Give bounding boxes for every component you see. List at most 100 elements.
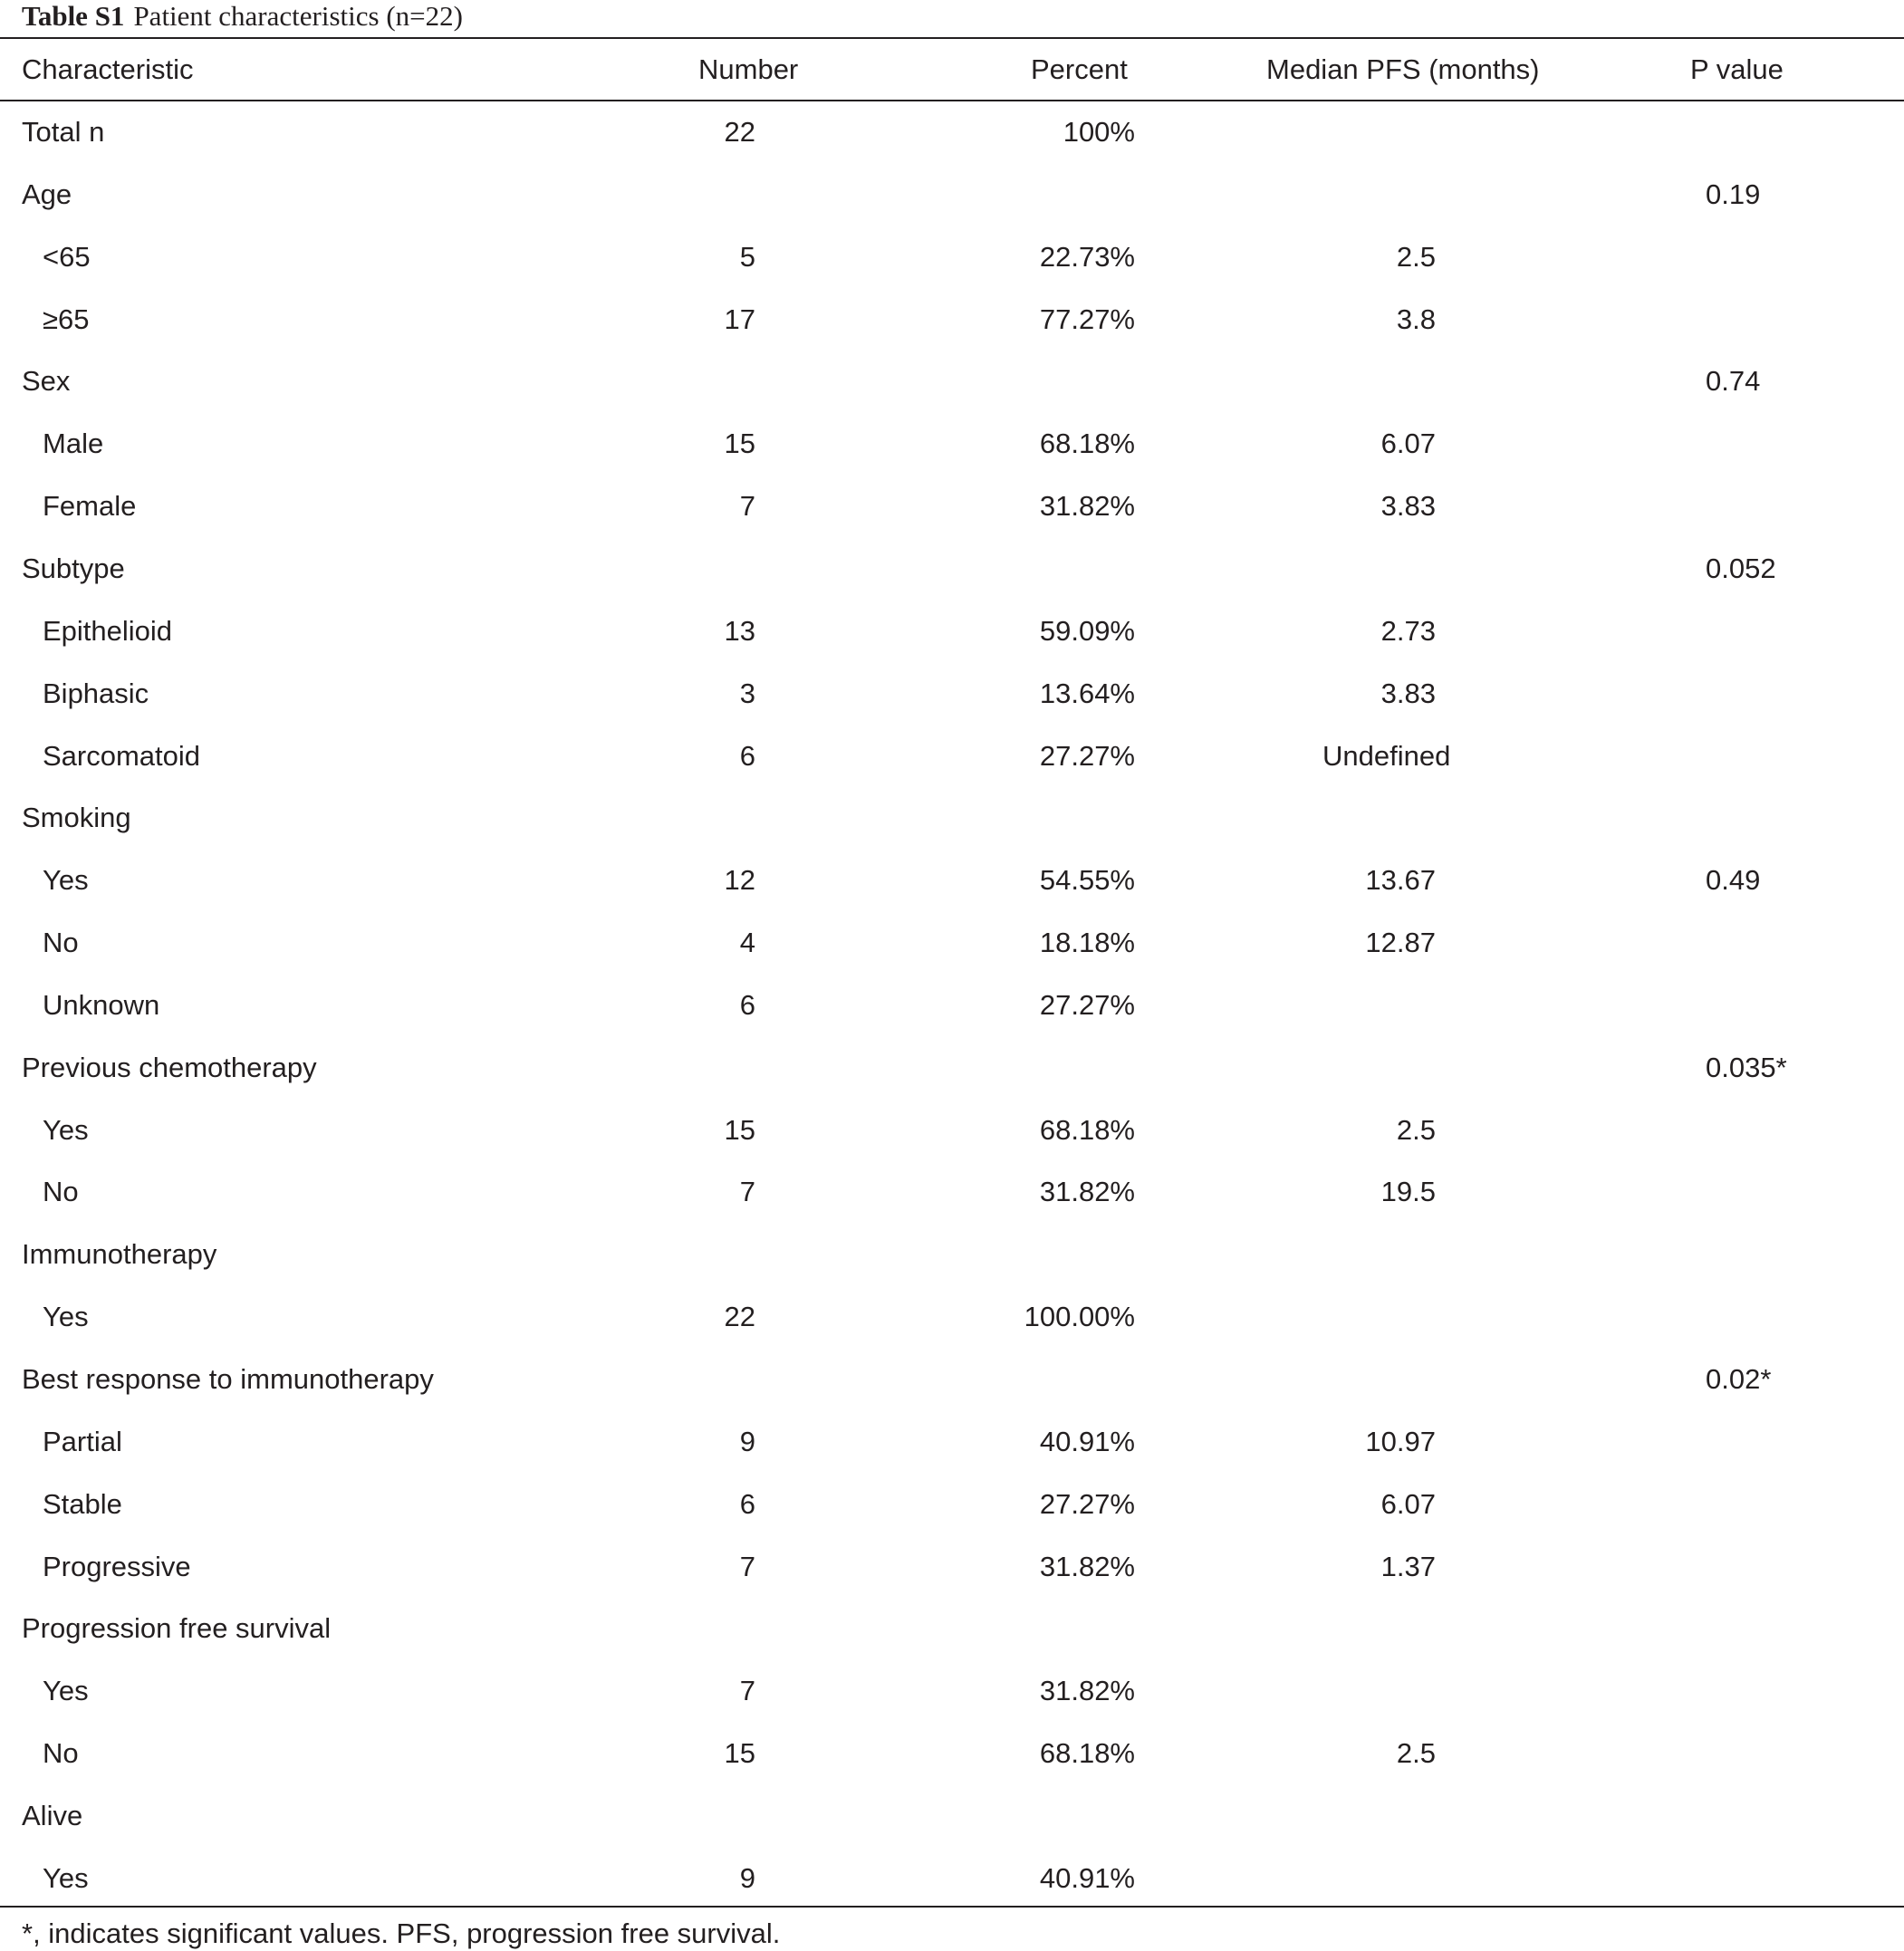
table-group-row: Sex 0.74	[0, 350, 1904, 412]
cell-median-pfs: 2.5	[1396, 1113, 1436, 1146]
cell-p-value: 0.74	[1706, 365, 1761, 398]
cell-percent: 27.27%	[1039, 1487, 1135, 1520]
table-row: Yes 12 54.55% 13.67 0.49	[0, 849, 1904, 911]
cell-number: 9	[739, 1425, 755, 1457]
cell-characteristic: Subtype	[22, 552, 125, 584]
table-group-row: Smoking	[0, 786, 1904, 849]
cell-percent: 68.18%	[1039, 1113, 1135, 1146]
cell-percent: 100.00%	[1024, 1301, 1135, 1333]
bottom-rule	[0, 1906, 1904, 1908]
cell-number: 22	[724, 1301, 755, 1333]
header-percent: Percent	[1031, 53, 1128, 85]
cell-percent: 40.91%	[1039, 1861, 1135, 1894]
cell-median-pfs	[1322, 350, 1436, 412]
cell-characteristic: Female	[43, 490, 137, 523]
table-group-row: Immunotherapy	[0, 1223, 1904, 1285]
cell-characteristic: No	[43, 1737, 79, 1770]
header-characteristic: Characteristic	[22, 53, 194, 85]
table-row: Sarcomatoid 6 27.27% Undefined	[0, 725, 1904, 787]
table-group-row: Previous chemotherapy 0.035*	[0, 1036, 1904, 1099]
cell-percent: 40.91%	[1039, 1425, 1135, 1457]
cell-number: 7	[739, 1675, 755, 1707]
cell-number: 12	[724, 864, 755, 897]
cell-percent	[996, 350, 1135, 412]
table-title: Patient characteristics (n=22)	[133, 0, 463, 32]
cell-number: 15	[724, 1113, 755, 1146]
cell-characteristic: Yes	[43, 1301, 89, 1333]
cell-percent	[996, 1223, 1135, 1285]
cell-percent: 68.18%	[1039, 1737, 1135, 1770]
table-group-row: Alive	[0, 1784, 1904, 1847]
cell-percent	[996, 1597, 1135, 1659]
cell-number: 6	[739, 739, 755, 772]
table-row: Progressive 7 31.82% 1.37	[0, 1535, 1904, 1598]
cell-median-pfs: 10.97	[1365, 1425, 1436, 1457]
cell-number	[697, 1348, 755, 1410]
table-group-row: Age 0.19	[0, 163, 1904, 226]
cell-percent: 13.64%	[1039, 677, 1135, 709]
header-median-pfs: Median PFS (months)	[1266, 53, 1540, 85]
cell-median-pfs: 3.83	[1380, 490, 1436, 523]
table-row: Biphasic 3 13.64% 3.83	[0, 662, 1904, 725]
cell-median-pfs	[1322, 1597, 1436, 1659]
header-p-value: P value	[1690, 53, 1784, 85]
cell-median-pfs	[1322, 1847, 1436, 1909]
cell-number: 15	[724, 1737, 755, 1770]
cell-percent: 77.27%	[1039, 303, 1135, 335]
table-header: Characteristic Number Percent Median PFS…	[0, 38, 1904, 101]
cell-percent: 68.18%	[1039, 428, 1135, 460]
cell-number: 7	[739, 490, 755, 523]
cell-characteristic: Best response to immunotherapy	[22, 1363, 434, 1395]
cell-median-pfs: 12.87	[1365, 927, 1436, 958]
cell-characteristic: Age	[22, 178, 72, 210]
cell-number: 9	[739, 1861, 755, 1894]
table-group-row: Total n 22 100%	[0, 101, 1904, 163]
cell-number	[697, 537, 755, 600]
table-group-row: Best response to immunotherapy 0.02*	[0, 1348, 1904, 1410]
cell-number	[697, 163, 755, 226]
cell-percent: 31.82%	[1039, 490, 1135, 523]
cell-percent: 27.27%	[1039, 988, 1135, 1021]
cell-characteristic: Alive	[22, 1799, 83, 1831]
cell-number	[697, 350, 755, 412]
cell-characteristic: Epithelioid	[43, 614, 173, 647]
table-row: ≥65 17 77.27% 3.8	[0, 288, 1904, 351]
cell-number	[697, 1784, 755, 1847]
cell-characteristic: Yes	[43, 1675, 89, 1707]
cell-median-pfs: 19.5	[1380, 1176, 1436, 1208]
cell-characteristic: Progression free survival	[22, 1612, 332, 1645]
table-row: Partial 9 40.91% 10.97	[0, 1410, 1904, 1473]
cell-number	[697, 1223, 755, 1285]
cell-median-pfs	[1322, 537, 1436, 600]
cell-characteristic: Yes	[43, 864, 89, 897]
cell-characteristic: <65	[43, 240, 91, 273]
table-row: No 4 18.18% 12.87	[0, 911, 1904, 974]
cell-median-pfs	[1322, 1659, 1436, 1722]
cell-number: 15	[724, 428, 755, 460]
cell-number: 7	[739, 1176, 755, 1208]
cell-characteristic: Stable	[43, 1487, 122, 1520]
table-row: Female 7 31.82% 3.83	[0, 475, 1904, 537]
cell-percent: 54.55%	[1039, 864, 1135, 897]
cell-p-value: 0.02*	[1706, 1363, 1772, 1395]
cell-median-pfs: 2.5	[1396, 1737, 1436, 1770]
cell-number	[697, 1036, 755, 1099]
cell-number	[697, 1597, 755, 1659]
cell-number: 6	[739, 1487, 755, 1520]
table-row: Yes 22 100.00%	[0, 1285, 1904, 1348]
cell-number	[697, 786, 755, 849]
table-row: Male 15 68.18% 6.07	[0, 412, 1904, 475]
table-row: Epithelioid 13 59.09% 2.73	[0, 600, 1904, 662]
cell-characteristic: Progressive	[43, 1550, 191, 1582]
cell-characteristic: Previous chemotherapy	[22, 1051, 317, 1083]
table-caption: Table S1 Patient characteristics (n=22)	[22, 0, 463, 33]
table-row: No 15 68.18% 2.5	[0, 1722, 1904, 1784]
table-group-row: Subtype 0.052	[0, 537, 1904, 600]
cell-characteristic: Unknown	[43, 988, 160, 1021]
cell-characteristic: Male	[43, 428, 104, 460]
table-row: No 7 31.82% 19.5	[0, 1160, 1904, 1223]
cell-p-value: 0.19	[1706, 178, 1761, 210]
cell-median-pfs	[1322, 1036, 1436, 1099]
cell-median-pfs	[1322, 1223, 1436, 1285]
cell-median-pfs	[1322, 1784, 1436, 1847]
